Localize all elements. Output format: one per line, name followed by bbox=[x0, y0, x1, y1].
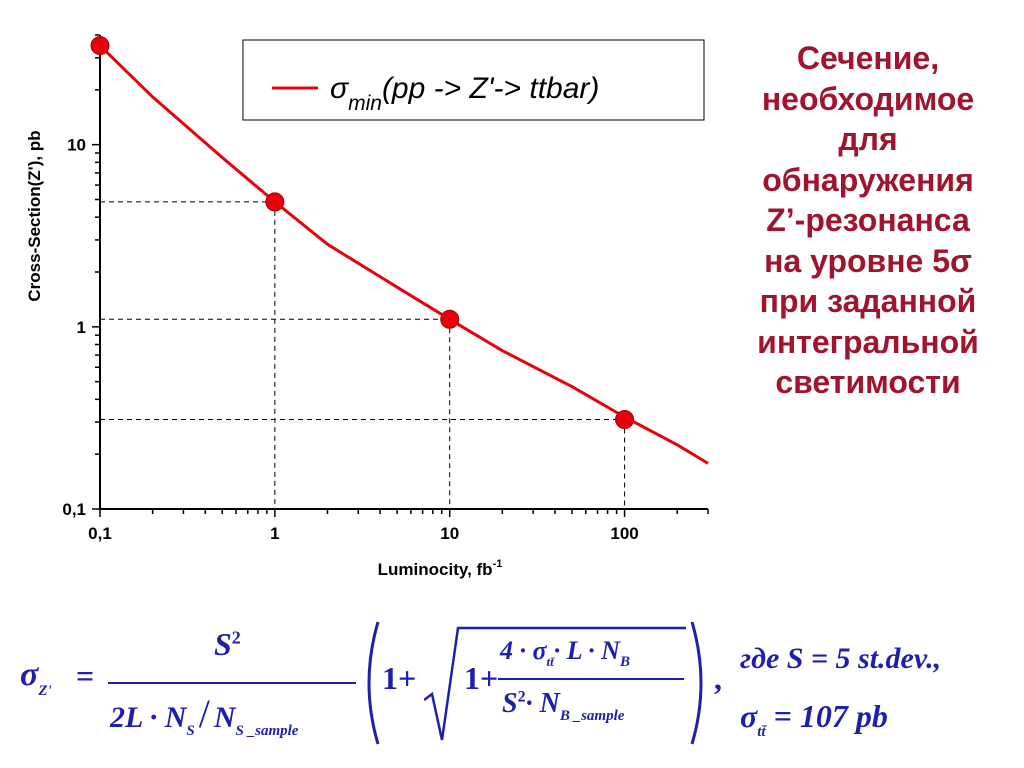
side-caption-line: при заданной bbox=[759, 283, 977, 319]
formula-equals: = bbox=[76, 658, 95, 694]
formula-sigma-tt: σtt̄ = 107 pb bbox=[740, 698, 888, 740]
legend-subscript: min bbox=[348, 92, 382, 115]
formula-frac-numerator: S2 bbox=[214, 626, 241, 662]
formula-one-plus: 1+ bbox=[382, 660, 417, 696]
x-tick-label: 10 bbox=[440, 524, 459, 543]
side-caption-line: на уровне 5σ bbox=[764, 242, 972, 279]
y-tick-label: 0,1 bbox=[62, 500, 86, 519]
formula-frac-denominator: 2L · NS / NS _sample bbox=[110, 691, 299, 739]
formula-inner-denominator: S2· NB _sample bbox=[502, 688, 625, 724]
x-tick-label: 0,1 bbox=[88, 524, 112, 543]
cross-section-chart: 0,1 1 10 100 0,1 1 10 σmin(pp -> Z'-> ttbar) L… bbox=[25, 34, 709, 579]
side-caption-line: для bbox=[838, 121, 898, 157]
x-tick-label: 1 bbox=[270, 524, 279, 543]
side-caption-line: необходимое bbox=[761, 80, 975, 117]
formula-lhs: σZ' bbox=[20, 656, 52, 699]
y-tick-label: 1 bbox=[77, 318, 86, 337]
legend-series-label: σmin(pp -> Z'-> ttbar) bbox=[330, 72, 599, 115]
legend-box bbox=[242, 39, 705, 121]
formula-sqrt bbox=[424, 626, 686, 741]
side-caption-line: Сечение, bbox=[796, 40, 940, 76]
formula-comma: , bbox=[714, 660, 722, 696]
side-caption-line: светимости bbox=[775, 364, 961, 400]
side-caption: Сечение, необходимое для обнаружения Z’-резо… bbox=[718, 38, 1018, 403]
x-axis-title: Luminocity, fb-1 bbox=[378, 558, 503, 579]
legend-sigma: σ bbox=[330, 72, 350, 105]
legend-rest: (pp -> Z'-> ttbar) bbox=[382, 72, 599, 105]
legend: σmin(pp -> Z'-> ttbar) bbox=[242, 39, 705, 121]
formula-frac-bar bbox=[108, 682, 356, 684]
series-layer bbox=[90, 36, 709, 465]
formula-inner-frac-bar bbox=[498, 678, 684, 680]
formula-paren-right bbox=[690, 621, 703, 745]
formula: σZ' = S2 2L · NS / NS _sample 1+ 1+ 4 · σt… bbox=[0, 600, 1024, 768]
formula-paren-left bbox=[367, 621, 380, 745]
y-tick-label: 10 bbox=[67, 136, 86, 155]
side-caption-line: интегральной bbox=[757, 323, 979, 360]
x-tick-label: 100 bbox=[610, 524, 638, 543]
guide-lines bbox=[100, 201, 626, 509]
x-axis-title-sup: -1 bbox=[493, 558, 503, 570]
data-point bbox=[440, 309, 460, 329]
tick-marks bbox=[92, 34, 709, 517]
formula-inner-numerator: 4 · σtt̄· L · NB bbox=[500, 636, 630, 670]
tick-labels: 0,1 1 10 100 0,1 1 10 bbox=[62, 136, 638, 543]
formula-where: где S = 5 st.dev., bbox=[740, 642, 942, 675]
data-point bbox=[90, 36, 110, 56]
data-point bbox=[615, 409, 635, 429]
side-caption-line: обнаружения bbox=[762, 161, 974, 198]
side-caption-line: Z’-резонанса bbox=[766, 202, 970, 238]
y-axis-title: Cross-Section(Z'), pb bbox=[25, 130, 44, 301]
formula-inner-one-plus: 1+ bbox=[464, 660, 499, 696]
data-point bbox=[265, 192, 285, 212]
